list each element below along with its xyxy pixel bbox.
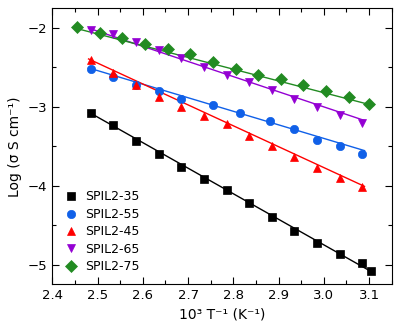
Line: SPIL2-75: SPIL2-75 bbox=[73, 23, 373, 108]
SPIL2-55 bbox=[315, 138, 320, 142]
Line: SPIL2-45: SPIL2-45 bbox=[87, 55, 366, 191]
SPIL2-65 bbox=[224, 73, 229, 77]
SPIL2-75 bbox=[188, 52, 193, 56]
SPIL2-65 bbox=[88, 28, 93, 32]
Y-axis label: Log (σ S cm⁻¹): Log (σ S cm⁻¹) bbox=[8, 96, 22, 197]
SPIL2-65 bbox=[134, 40, 138, 44]
SPIL2-55 bbox=[88, 67, 93, 71]
Line: SPIL2-65: SPIL2-65 bbox=[87, 25, 366, 127]
SPIL2-35 bbox=[224, 188, 229, 192]
SPIL2-65 bbox=[179, 56, 184, 60]
SPIL2-45 bbox=[156, 95, 161, 99]
SPIL2-45 bbox=[292, 154, 297, 158]
SPIL2-45 bbox=[202, 115, 206, 118]
SPIL2-35 bbox=[360, 261, 365, 265]
SPIL2-45 bbox=[134, 83, 138, 87]
SPIL2-65 bbox=[156, 48, 161, 52]
SPIL2-65 bbox=[202, 65, 206, 69]
SPIL2-75 bbox=[120, 36, 125, 40]
SPIL2-65 bbox=[360, 121, 365, 125]
SPIL2-45 bbox=[337, 176, 342, 180]
SPIL2-45 bbox=[111, 71, 116, 75]
SPIL2-55 bbox=[179, 97, 184, 101]
Line: SPIL2-35: SPIL2-35 bbox=[87, 109, 376, 275]
SPIL2-35 bbox=[269, 215, 274, 219]
SPIL2-55 bbox=[156, 89, 161, 93]
SPIL2-55 bbox=[111, 75, 116, 79]
SPIL2-35 bbox=[111, 123, 116, 127]
SPIL2-45 bbox=[88, 58, 93, 62]
SPIL2-55 bbox=[360, 152, 365, 156]
SPIL2-75 bbox=[278, 77, 283, 81]
SPIL2-55 bbox=[292, 127, 297, 131]
SPIL2-35 bbox=[292, 229, 297, 233]
SPIL2-75 bbox=[367, 102, 372, 106]
SPIL2-35 bbox=[134, 139, 138, 143]
SPIL2-45 bbox=[247, 134, 252, 138]
SPIL2-45 bbox=[269, 144, 274, 148]
SPIL2-55 bbox=[210, 103, 215, 107]
Legend: SPIL2-35, SPIL2-55, SPIL2-45, SPIL2-65, SPIL2-75: SPIL2-35, SPIL2-55, SPIL2-45, SPIL2-65, … bbox=[59, 185, 144, 278]
SPIL2-35 bbox=[179, 165, 184, 169]
SPIL2-35 bbox=[247, 201, 252, 205]
SPIL2-75 bbox=[346, 95, 351, 99]
SPIL2-65 bbox=[269, 87, 274, 91]
SPIL2-65 bbox=[292, 97, 297, 101]
SPIL2-55 bbox=[134, 83, 138, 87]
SPIL2-75 bbox=[301, 83, 306, 87]
SPIL2-45 bbox=[360, 185, 365, 189]
SPIL2-35 bbox=[337, 252, 342, 256]
SPIL2-35 bbox=[202, 177, 206, 181]
SPIL2-75 bbox=[75, 25, 80, 29]
SPIL2-65 bbox=[337, 113, 342, 117]
SPIL2-75 bbox=[98, 31, 102, 35]
SPIL2-75 bbox=[143, 42, 148, 46]
SPIL2-35 bbox=[315, 241, 320, 245]
SPIL2-75 bbox=[233, 67, 238, 71]
SPIL2-55 bbox=[238, 111, 242, 115]
Line: SPIL2-55: SPIL2-55 bbox=[87, 65, 366, 158]
SPIL2-75 bbox=[165, 47, 170, 51]
SPIL2-45 bbox=[224, 122, 229, 126]
X-axis label: 10³ T⁻¹ (K⁻¹): 10³ T⁻¹ (K⁻¹) bbox=[179, 308, 265, 322]
SPIL2-45 bbox=[179, 105, 184, 109]
SPIL2-65 bbox=[315, 105, 320, 109]
SPIL2-75 bbox=[210, 60, 215, 64]
SPIL2-65 bbox=[247, 80, 252, 83]
SPIL2-35 bbox=[88, 111, 93, 115]
SPIL2-55 bbox=[337, 144, 342, 148]
SPIL2-65 bbox=[111, 32, 116, 36]
SPIL2-55 bbox=[267, 119, 272, 123]
SPIL2-35 bbox=[369, 269, 374, 273]
SPIL2-75 bbox=[256, 73, 261, 77]
SPIL2-35 bbox=[156, 152, 161, 156]
SPIL2-75 bbox=[324, 89, 328, 93]
SPIL2-45 bbox=[315, 166, 320, 170]
